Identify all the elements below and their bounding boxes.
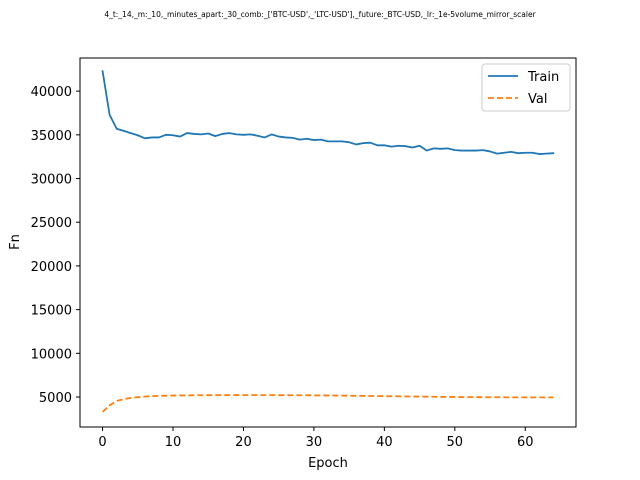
x-axis: 0 10 20 30 40 50 60 [98, 427, 534, 450]
x-tick-label: 30 [306, 435, 323, 450]
y-tick-label: 20000 [31, 260, 72, 275]
plot-area [101, 70, 555, 413]
series-line-train [101, 70, 555, 155]
y-tick-label: 15000 [31, 304, 72, 319]
y-axis: 5000 10000 15000 20000 25000 30000 35000 40000 [31, 85, 80, 406]
x-tick-label: 50 [447, 435, 464, 450]
x-axis-label: Epoch [308, 456, 348, 471]
y-tick-label: 40000 [31, 85, 72, 100]
y-tick-label: 35000 [31, 129, 72, 144]
y-tick-label: 10000 [31, 347, 72, 362]
legend-label-val: Val [528, 92, 547, 107]
series-line-val [101, 394, 554, 413]
y-tick-label: 25000 [31, 216, 72, 231]
x-tick-label: 0 [98, 435, 106, 450]
y-tick-label: 30000 [31, 173, 72, 188]
x-tick-label: 60 [517, 435, 534, 450]
y-tick-label: 5000 [39, 391, 72, 406]
x-tick-label: 10 [165, 435, 182, 450]
y-axis-label: Fn [8, 234, 23, 250]
x-tick-label: 20 [235, 435, 252, 450]
chart-title: 4_t:_14,_m:_10,_minutes_apart:_30_comb:_… [104, 10, 536, 19]
legend-label-train: Train [527, 70, 559, 85]
x-tick-label: 40 [376, 435, 393, 450]
legend: Train Val [481, 63, 571, 112]
axes-frame [79, 57, 577, 428]
